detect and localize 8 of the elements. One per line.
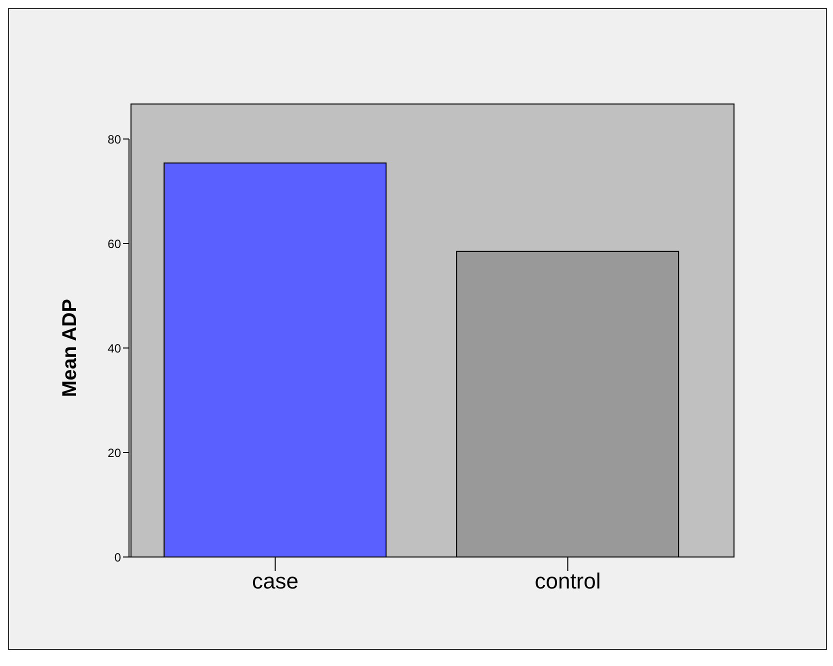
y-tick-label: 60 <box>108 236 122 251</box>
y-tick-label: 40 <box>108 341 122 356</box>
y-axis-title: Mean ADP <box>59 298 82 398</box>
y-tick-label: 20 <box>108 446 122 460</box>
x-tick-label: control <box>534 568 601 594</box>
y-tick-label: 80 <box>108 132 122 146</box>
y-tick-label: 0 <box>114 550 122 564</box>
x-tick-label: case <box>252 568 298 594</box>
